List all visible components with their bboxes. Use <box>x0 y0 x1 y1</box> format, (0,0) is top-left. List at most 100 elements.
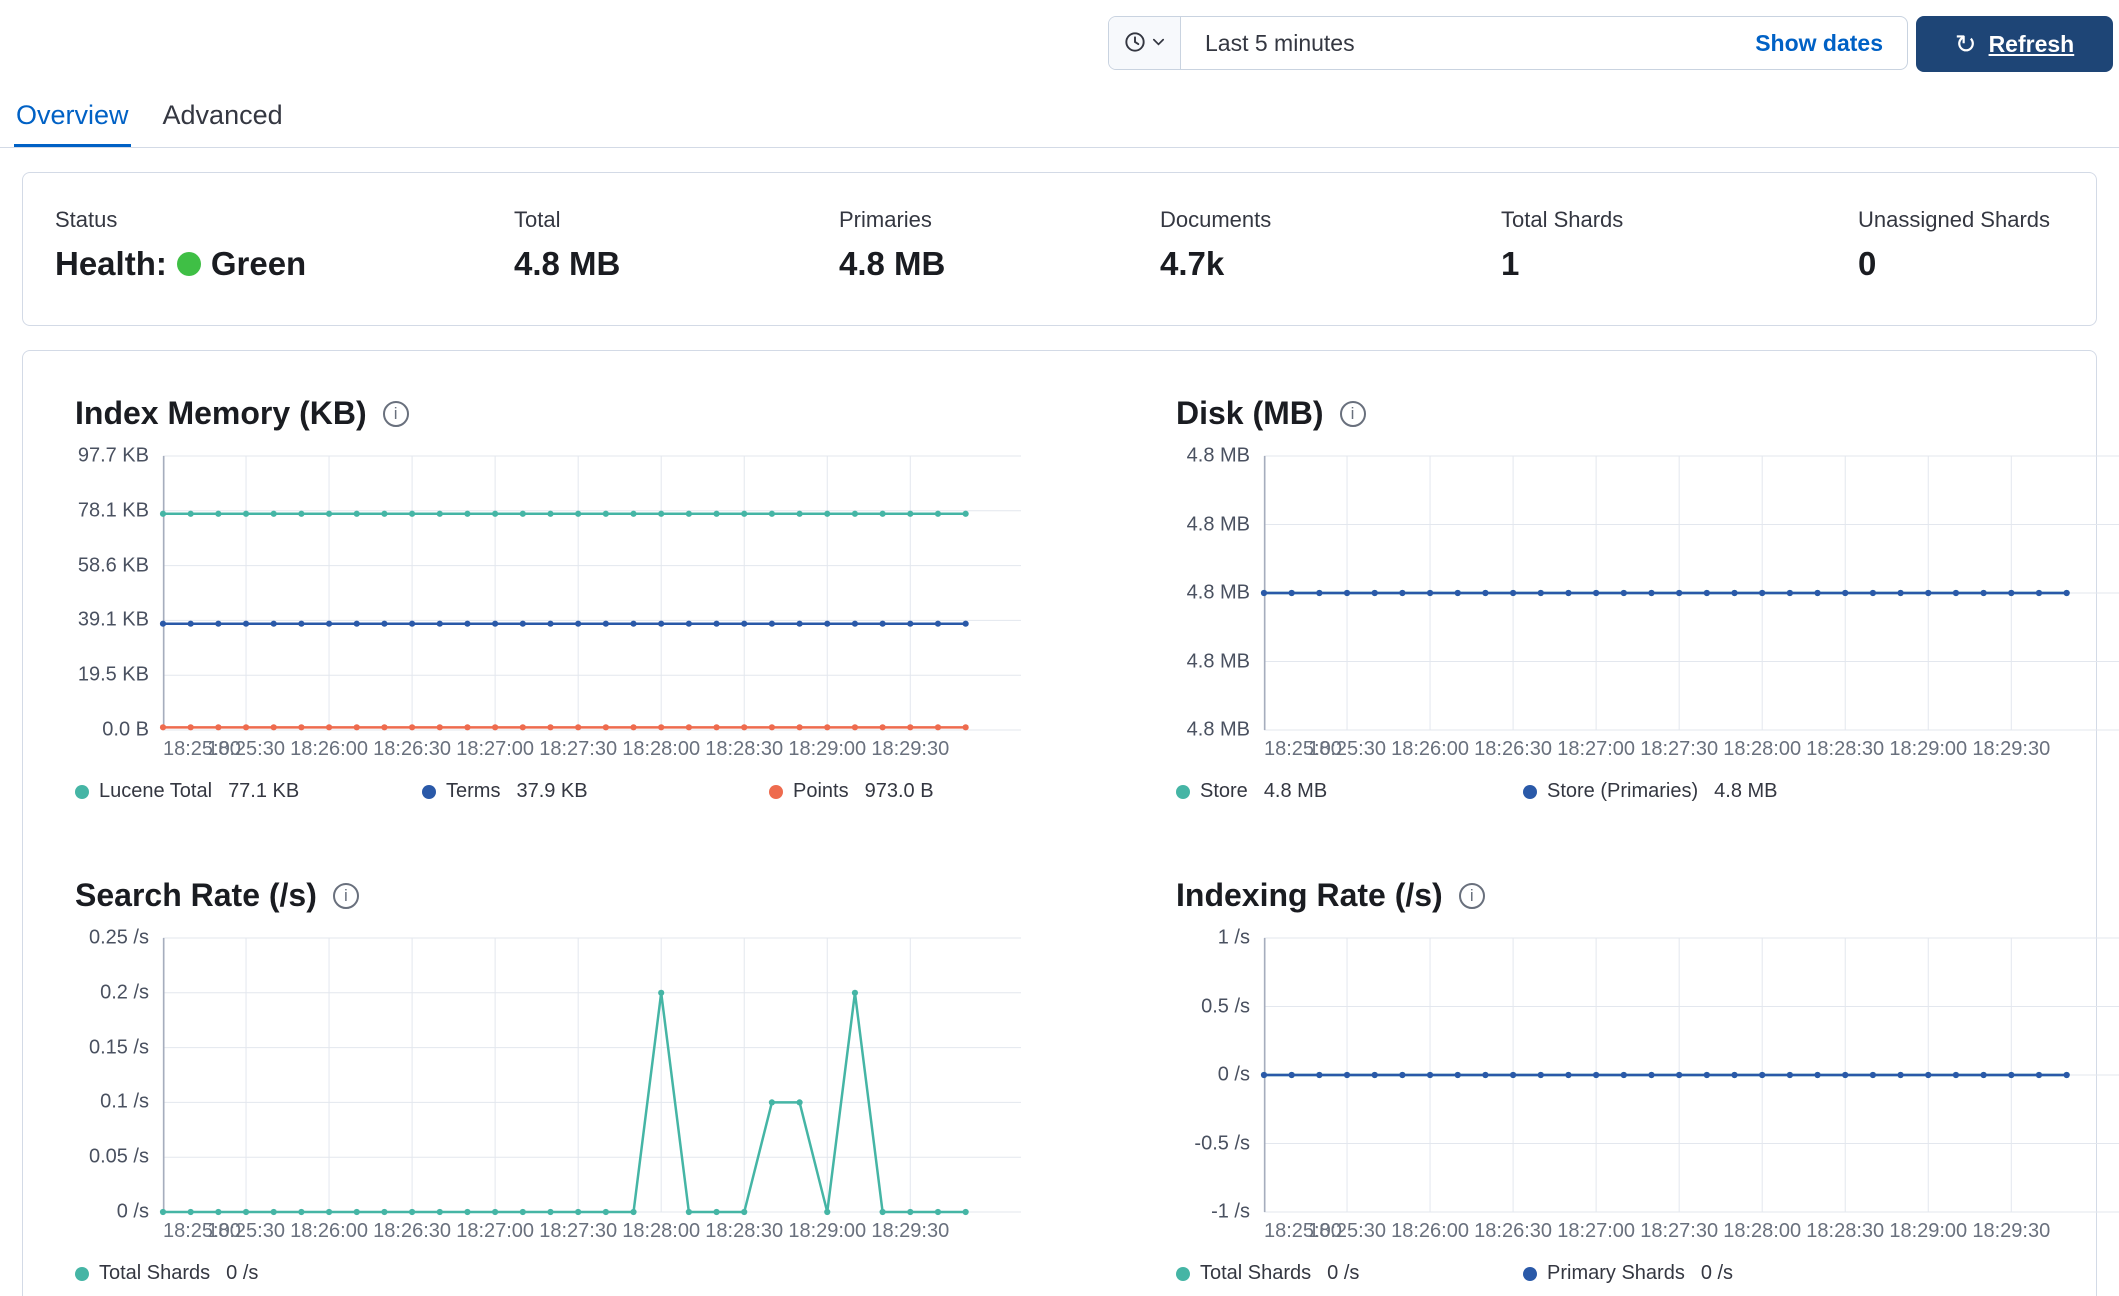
data-point <box>658 620 665 627</box>
chart-title: Indexing Rate (/s) <box>1176 877 2119 914</box>
info-icon[interactable] <box>382 400 409 427</box>
x-tick-label: 18:27:00 <box>1557 1220 1636 1242</box>
y-tick-label: 0 /s <box>1217 1063 1250 1086</box>
stat-value: 4.8 MB <box>839 245 946 282</box>
legend-series-name: Lucene Total <box>99 780 213 802</box>
info-icon[interactable] <box>1458 882 1485 909</box>
summary-panel: Status Health: Green Total 4.8 MB Primar… <box>22 172 2097 326</box>
plot-svg <box>1260 937 2119 1213</box>
stat-label: Unassigned Shards <box>1858 207 2051 232</box>
legend-item[interactable]: Lucene Total 77.1 KB <box>75 780 422 803</box>
data-point <box>1288 1071 1295 1079</box>
data-point <box>215 620 222 627</box>
data-point <box>768 620 776 627</box>
data-point <box>2008 1071 2015 1079</box>
info-icon[interactable] <box>1339 400 1366 427</box>
x-tick-label: 18:25:30 <box>1308 1220 1386 1242</box>
data-point <box>713 1208 720 1216</box>
tab-advanced[interactable]: Advanced <box>161 90 285 147</box>
legend-series-name: Points <box>793 780 849 802</box>
show-dates-link[interactable]: Show dates <box>1755 29 1883 56</box>
data-point <box>325 510 333 517</box>
data-point <box>824 510 831 517</box>
x-tick-label: 18:27:30 <box>1640 1220 1719 1242</box>
legend-item[interactable]: Points 973.0 B <box>769 780 1116 803</box>
data-point <box>1980 1071 1987 1079</box>
data-point <box>2035 589 2043 597</box>
data-point <box>934 620 942 627</box>
stat-primaries: Primaries 4.8 MB <box>839 207 945 283</box>
data-point <box>242 620 250 627</box>
data-point <box>851 724 859 731</box>
data-point <box>325 724 333 731</box>
data-point <box>270 620 277 627</box>
chart-plot: 1 /s 0.5 /s 0 /s -0.5 /s -1 /s 18:25:00 18:25… <box>1176 927 2119 1252</box>
x-tick-label: 18:29:30 <box>871 738 950 760</box>
data-point <box>1399 1071 1406 1079</box>
data-point <box>187 724 194 731</box>
legend-item[interactable]: Total Shards 0 /s <box>75 1262 422 1285</box>
data-point <box>602 724 609 731</box>
y-tick-label: 97.7 KB <box>77 444 149 467</box>
health-status-value: Health: Green <box>55 245 306 283</box>
data-point <box>353 510 360 517</box>
legend-item[interactable]: Terms 37.9 KB <box>422 780 769 803</box>
legend-series-value: 973.0 B <box>864 780 934 802</box>
data-point <box>408 1208 416 1216</box>
data-point <box>270 724 277 731</box>
data-point <box>1925 1071 1932 1079</box>
data-point <box>879 724 886 731</box>
data-point <box>547 620 554 627</box>
x-tick-label: 18:25:00 <box>1264 738 1342 760</box>
legend-dot-icon <box>1523 1266 1537 1281</box>
time-range-display[interactable]: Last 5 minutes Show dates <box>1181 17 1907 69</box>
legend-dot-icon <box>769 784 783 799</box>
time-range-value[interactable]: Last 5 minutes <box>1205 29 1355 56</box>
data-point <box>1537 589 1544 597</box>
data-point <box>685 620 692 627</box>
data-point <box>492 724 499 731</box>
data-point <box>851 510 859 517</box>
x-tick-label: 18:28:30 <box>1806 738 1885 760</box>
data-point <box>159 1208 167 1216</box>
data-point <box>934 1208 942 1216</box>
x-axis: 18:25:00 18:25:30 18:26:00 18:26:30 18:27:00… <box>163 738 1021 770</box>
x-tick-label: 18:25:30 <box>1308 738 1386 760</box>
refresh-button[interactable]: Refresh <box>1916 16 2113 72</box>
tab-overview[interactable]: Overview <box>14 90 131 147</box>
y-tick-label: 0.0 B <box>102 718 149 741</box>
y-tick-label: 58.6 KB <box>77 554 149 577</box>
data-point <box>2063 589 2070 597</box>
y-tick-label: 4.8 MB <box>1186 650 1250 672</box>
plot-area: 18:25:00 18:25:30 18:26:00 18:26:30 18:27:00… <box>1260 937 2119 1252</box>
data-point <box>962 620 969 627</box>
data-point <box>851 989 859 996</box>
data-point <box>907 510 914 517</box>
data-point <box>159 620 167 627</box>
chart-title-text: Disk (MB) <box>1176 395 1324 431</box>
data-point <box>1537 1071 1544 1079</box>
legend-item[interactable]: Total Shards 0 /s <box>1176 1262 1523 1285</box>
legend-item[interactable]: Store 4.8 MB <box>1176 780 1523 803</box>
y-tick-label: 4.8 MB <box>1186 444 1250 467</box>
info-icon[interactable] <box>332 882 359 909</box>
data-point <box>796 724 803 731</box>
data-point <box>187 510 194 517</box>
legend-series-value: 0 /s <box>226 1262 259 1284</box>
legend-item[interactable]: Store (Primaries) 4.8 MB <box>1523 780 1870 803</box>
data-point <box>1593 1071 1600 1079</box>
data-point <box>1786 589 1793 597</box>
stat-label: Status <box>55 207 118 232</box>
data-point <box>519 510 526 517</box>
legend-item[interactable]: Primary Shards 0 /s <box>1523 1262 1870 1285</box>
time-quick-select-button[interactable] <box>1109 17 1181 69</box>
data-point <box>768 510 776 517</box>
data-point <box>492 510 499 517</box>
y-tick-label: 0.1 /s <box>100 1090 149 1113</box>
data-point <box>1648 1071 1655 1079</box>
data-point <box>713 510 720 517</box>
data-point <box>1731 589 1738 597</box>
stat-value: 1 <box>1501 245 1520 282</box>
date-picker: Last 5 minutes Show dates <box>1108 16 1908 70</box>
chart-title: Disk (MB) <box>1176 395 2119 432</box>
